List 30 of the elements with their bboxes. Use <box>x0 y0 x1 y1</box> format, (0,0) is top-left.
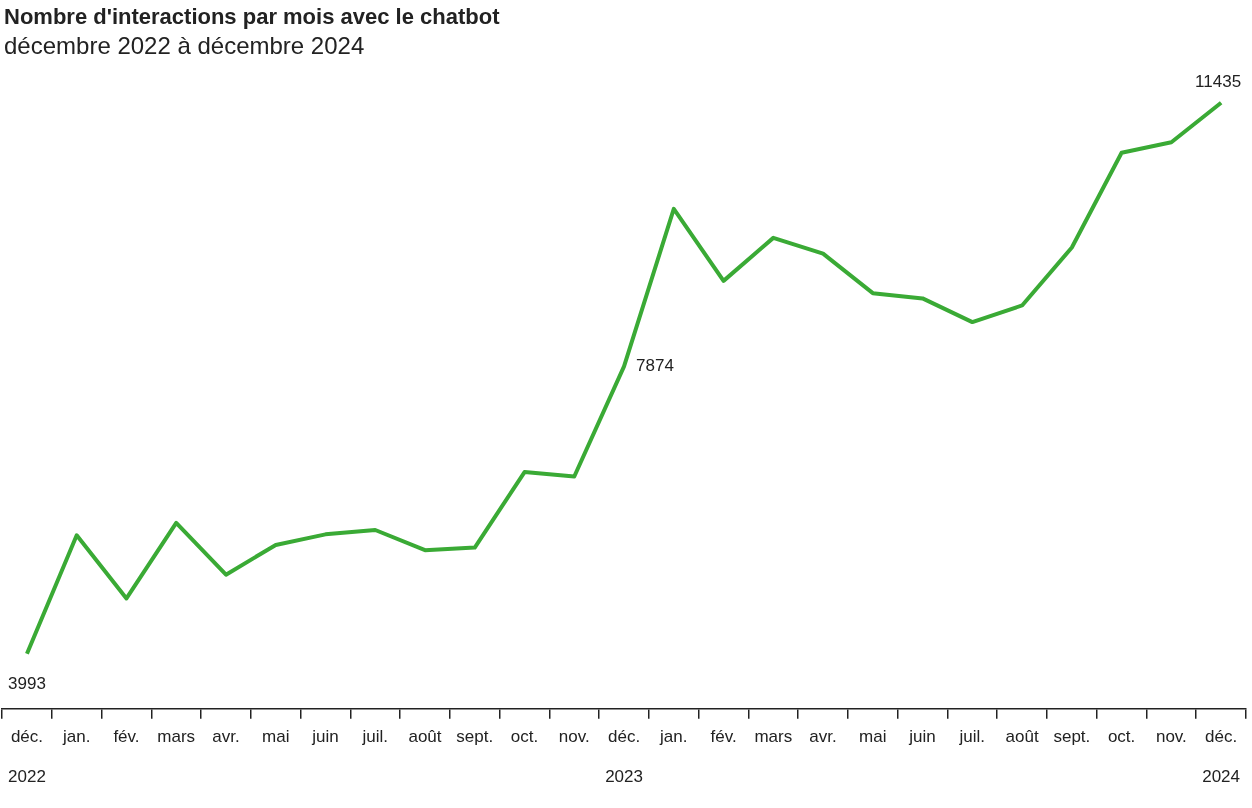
data-label: 3993 <box>8 673 46 693</box>
chart-subtitle: décembre 2022 à décembre 2024 <box>4 32 366 60</box>
x-tick-label: nov. <box>558 726 590 746</box>
x-tick-label: jan. <box>62 726 91 746</box>
data-label: 11435 <box>1195 71 1242 91</box>
category-label: déc. 2023 <box>605 726 643 787</box>
x-tick-label: juil. <box>958 726 986 746</box>
x-tick-label: juin <box>908 726 936 746</box>
x-tick-label: fév. <box>710 726 737 746</box>
x-tick-label: oct. <box>510 726 539 746</box>
x-tick-label: sept. <box>456 726 494 746</box>
x-tick-label: fév. <box>113 726 140 746</box>
x-tick-label: août <box>408 726 442 746</box>
x-tick-label: août <box>1005 726 1039 746</box>
x-tick-label: juin <box>311 726 339 746</box>
x-tick-label: avr. <box>809 726 837 746</box>
x-tick-label: jan. <box>659 726 688 746</box>
x-tick-label: sept. <box>1053 726 1091 746</box>
x-tick-label: avr. <box>212 726 240 746</box>
x-tick-label: mai <box>262 726 290 746</box>
x-tick-label: mars <box>754 726 793 746</box>
x-tick-label: nov. <box>1155 726 1187 746</box>
category-label: déc. 2022 <box>8 726 46 787</box>
x-tick-label: juil. <box>361 726 389 746</box>
category-label: déc. 2024 <box>1202 726 1241 787</box>
chart-title: Nombre d'interactions par mois avec le chatbot <box>4 4 501 30</box>
data-label: 7874 <box>636 356 674 376</box>
x-tick-label: mai <box>859 726 887 746</box>
x-tick-label: oct. <box>1107 726 1136 746</box>
x-tick-label: mars <box>157 726 196 746</box>
